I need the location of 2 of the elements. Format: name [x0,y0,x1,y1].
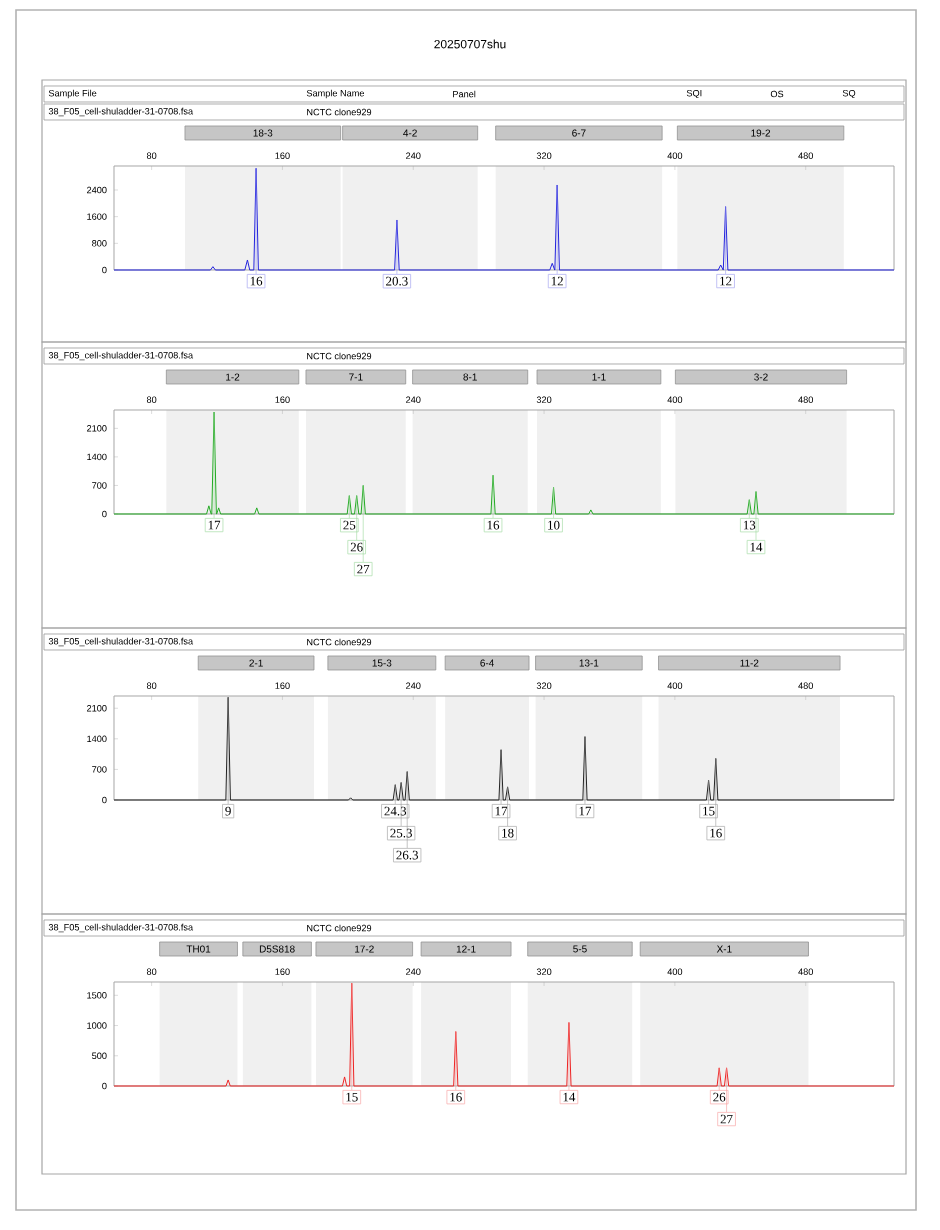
line-series [113,982,895,1087]
line-series [113,411,895,515]
